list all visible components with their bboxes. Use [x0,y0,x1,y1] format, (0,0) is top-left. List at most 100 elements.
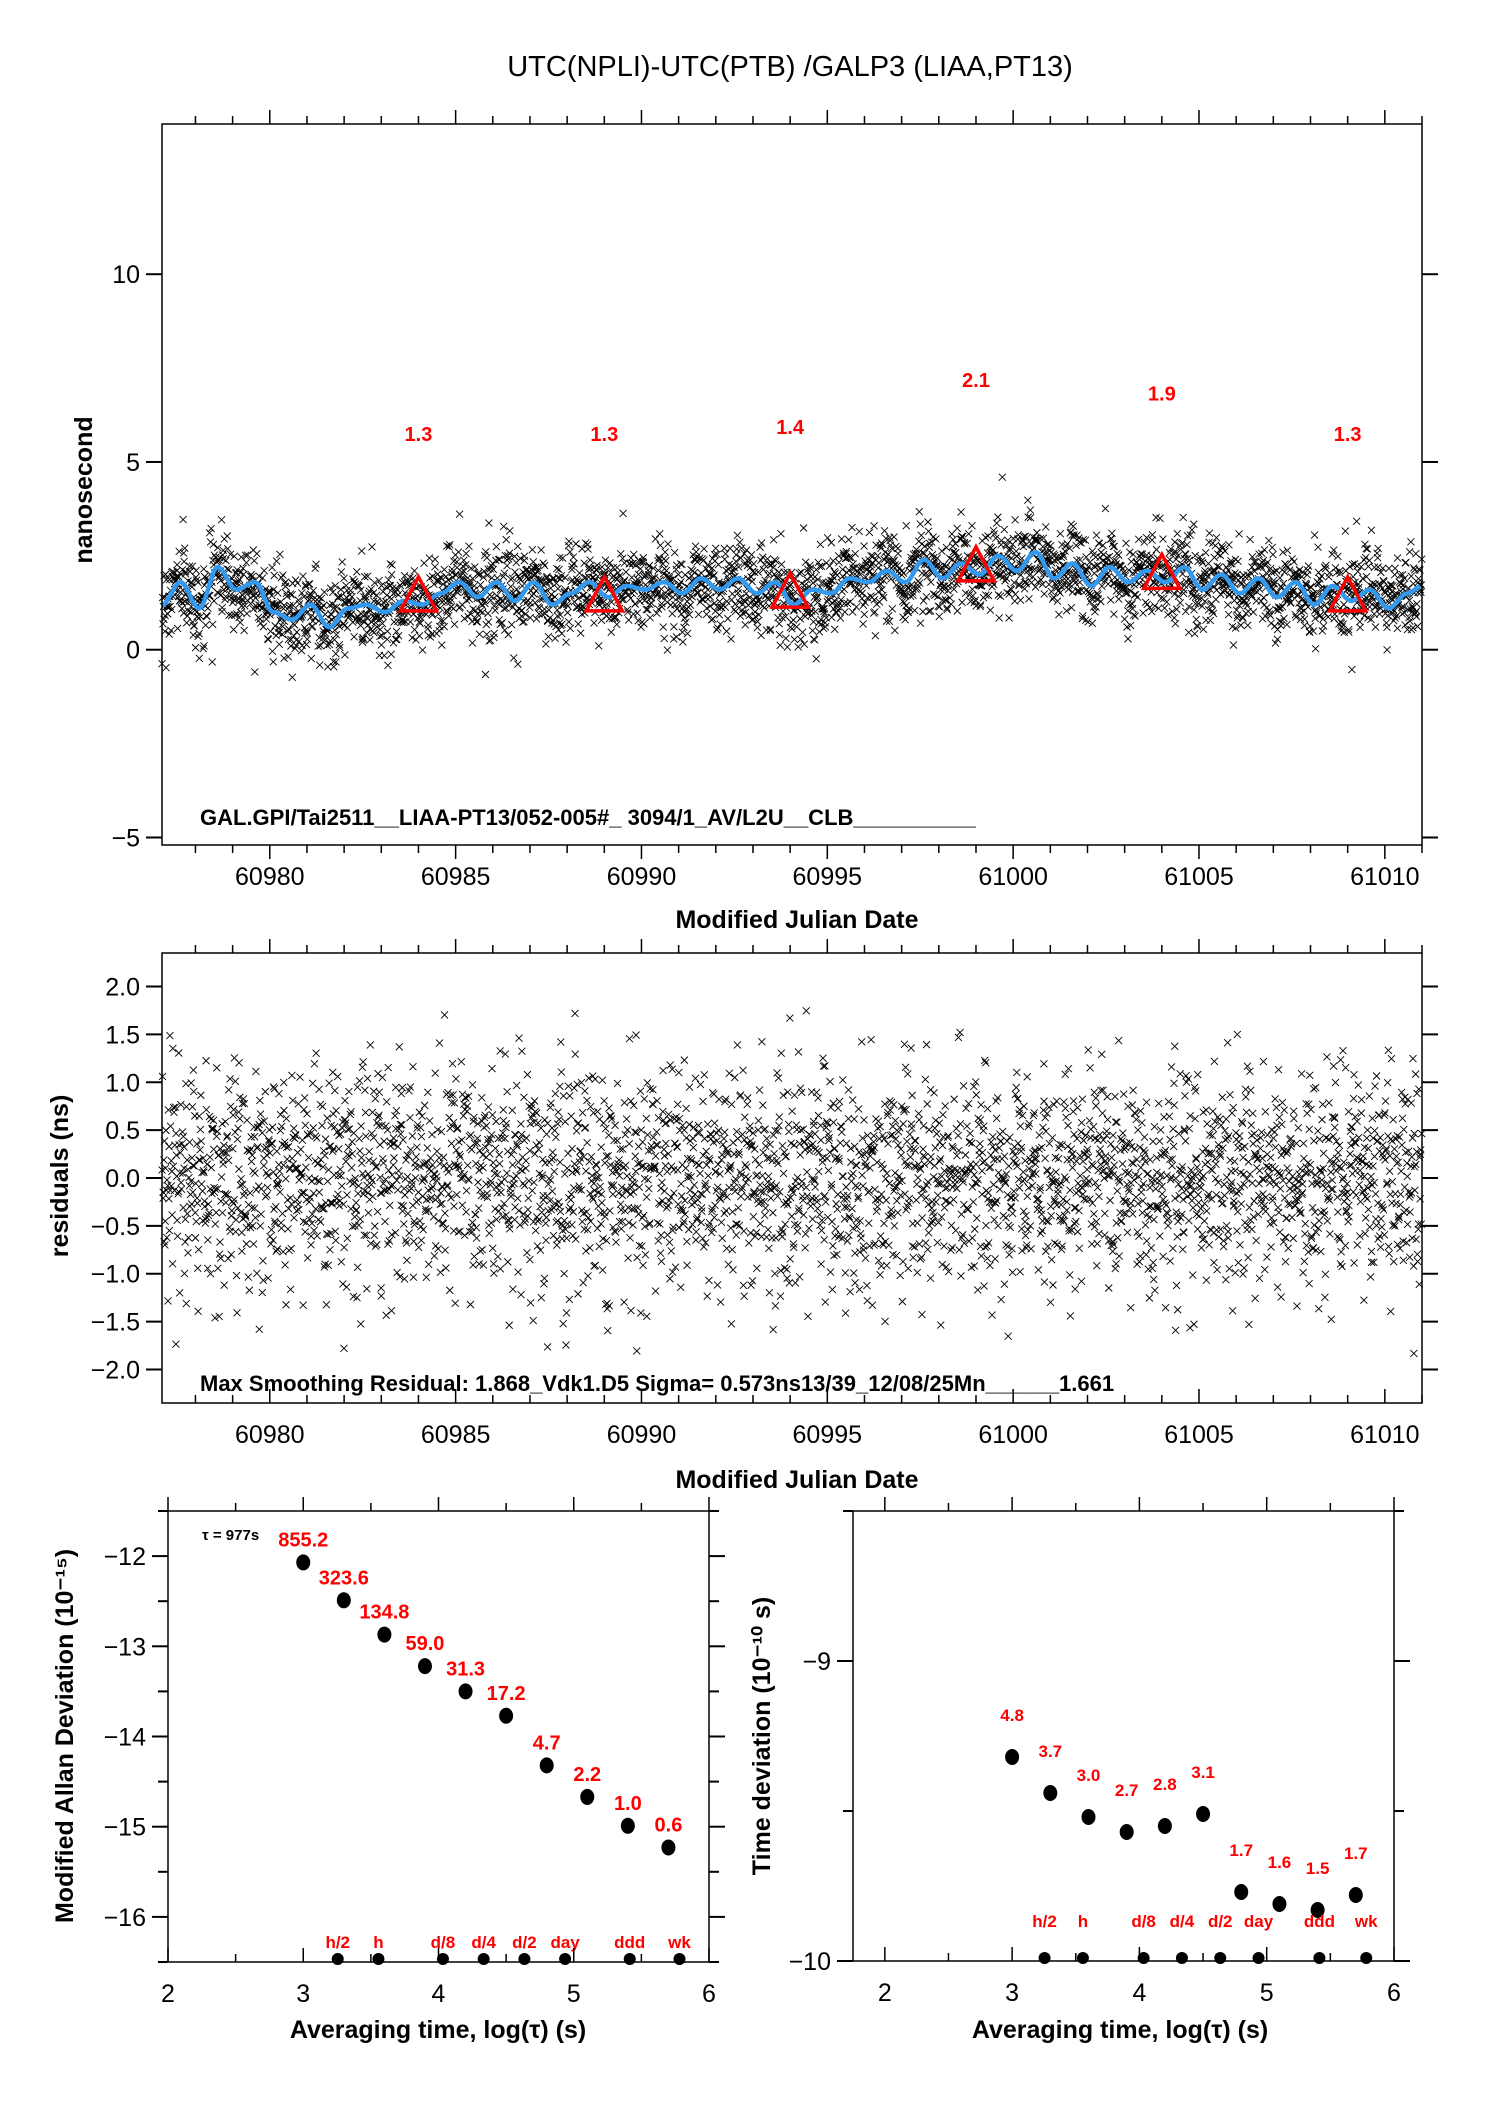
residual-point [727,1100,736,1109]
residual-point [441,1246,449,1254]
residual-point [300,1188,309,1197]
residual-point [535,1138,544,1147]
residual-point [418,1112,426,1120]
data-point [439,580,447,589]
residual-point [423,1088,432,1097]
residual-point [377,1284,385,1292]
data-point [238,595,247,603]
residual-point [355,1134,363,1143]
residual-point [400,1184,408,1193]
data-point [1402,558,1410,567]
residual-point [357,1159,366,1167]
data-point [1285,566,1294,574]
residual-point [185,1173,193,1182]
residual-point [281,1138,289,1146]
data-point [437,616,445,625]
main-x-tick-label: 61005 [1164,863,1234,891]
data-point [357,547,366,555]
residual-point [303,1110,311,1118]
data-point [741,620,750,629]
data-point [266,627,275,636]
residual-point [523,1248,531,1257]
data-point [507,620,516,629]
residual-point [722,1144,730,1153]
residual-point [323,1177,332,1186]
data-point [298,641,306,650]
residual-point [211,1220,220,1228]
data-point [1005,614,1013,622]
data-point [440,565,449,574]
residual-point [703,1120,712,1129]
data-point [356,586,365,594]
residual-point [451,1299,460,1308]
residual-point [757,1037,766,1046]
data-point [355,615,363,623]
data-point [341,650,349,659]
data-point [226,591,235,599]
data-point [737,554,745,562]
residual-point [233,1135,242,1144]
data-point [1095,539,1104,548]
residual-point [174,1049,183,1057]
data-point [219,546,228,555]
residual-point [391,1111,399,1120]
residual-point [169,1044,177,1053]
residual-point [364,1209,373,1217]
residual-point [431,1069,440,1078]
data-point [935,612,944,621]
data-point [304,580,313,588]
residual-point [727,1320,736,1328]
data-point [167,605,176,614]
data-point [1400,574,1409,583]
residual-point [263,1183,272,1192]
data-point [201,621,210,630]
data-point [1224,610,1233,619]
residual-point [361,1108,370,1117]
data-point [968,521,976,530]
data-point [376,632,384,641]
residual-point [392,1106,401,1115]
data-point [491,606,500,615]
residual-point [582,1247,590,1255]
chart-title: UTC(NPLI)-UTC(PTB) /GALP3 (LIAA,PT13) [507,51,1073,83]
residual-point [551,1089,560,1098]
residual-point [669,1166,678,1174]
data-point [690,568,699,577]
residual-point [682,1134,691,1142]
residual-point [667,1247,676,1255]
residual-point [739,1281,748,1290]
residual-point [702,1147,710,1156]
data-point [225,565,233,574]
main-y-tick-label: 10 [112,261,140,289]
data-point [375,576,383,585]
residual-point [455,1150,464,1159]
residual-point [445,1286,454,1295]
data-point [370,578,379,587]
residual-point [645,1184,653,1193]
residual-point [224,1254,232,1263]
residual-point [417,1132,426,1141]
residual-point [463,1161,472,1170]
data-point [331,581,340,590]
residual-point [331,1086,339,1095]
data-point [1249,608,1258,616]
residual-point [570,1084,578,1092]
residual-point [259,1256,267,1265]
residual-point [387,1230,396,1239]
data-point [335,643,344,652]
residual-point [234,1204,242,1212]
data-point [660,634,669,643]
residual-point [584,1213,593,1222]
data-point [558,554,567,562]
residual-point [543,1343,552,1351]
data-point [552,579,561,588]
residual-point [338,1124,347,1132]
data-point [545,606,553,614]
data-point [424,621,433,629]
residual-point [659,1066,667,1075]
residual-point [272,1247,281,1256]
residual-point [439,1153,448,1162]
data-point [1176,599,1185,607]
data-point [505,601,513,610]
data-point [1331,564,1340,572]
